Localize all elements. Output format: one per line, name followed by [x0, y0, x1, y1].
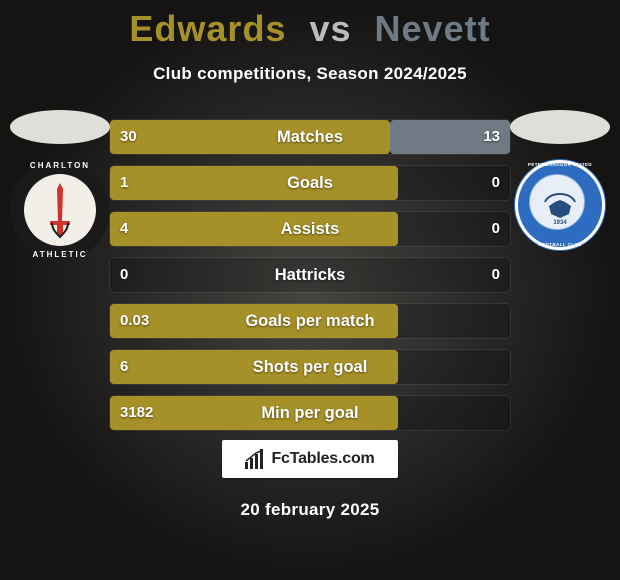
stat-label: Hattricks [110, 258, 510, 292]
stat-row: Assists4 0 [110, 212, 510, 246]
vs-separator: vs [309, 8, 351, 49]
crest-left-ring-bottom: ATHLETIC [10, 250, 110, 259]
stat-label: Min per goal [110, 396, 510, 430]
stat-row: Shots per goal6 [110, 350, 510, 384]
stat-value-right: 0 [482, 212, 510, 246]
player1-badge-column: CHARLTON ATHLETIC [10, 110, 110, 260]
player1-photo-placeholder [10, 110, 110, 144]
stat-label: Goals [110, 166, 510, 200]
stat-value-right: 13 [473, 120, 510, 154]
stat-label: Matches [110, 120, 510, 154]
stat-row: Goals1 0 [110, 166, 510, 200]
player1-club-crest: CHARLTON ATHLETIC [10, 160, 110, 260]
stat-label: Goals per match [110, 304, 510, 338]
stat-value-left: 3182 [110, 396, 163, 430]
subtitle: Club competitions, Season 2024/2025 [0, 64, 620, 84]
comparison-title: Edwards vs Nevett [0, 0, 620, 50]
stat-label: Assists [110, 212, 510, 246]
stat-row: Matches30 13 [110, 120, 510, 154]
stat-value-left: 0 [110, 258, 138, 292]
date-text: 20 february 2025 [0, 500, 620, 520]
player1-name: Edwards [129, 8, 286, 49]
stat-value-right: 0 [482, 166, 510, 200]
stats-container: Matches3013Goals10Assists40Hattricks00Go… [110, 120, 510, 442]
stat-row: Goals per match0.03 [110, 304, 510, 338]
crest-left-ring-top: CHARLTON [10, 161, 110, 170]
peterborough-crest-icon: 1934 [535, 180, 585, 230]
fctables-logo-icon [245, 449, 265, 469]
player2-club-crest: PETERBOROUGH UNITED FOOTBALL CLUB 1934 [515, 160, 605, 250]
watermark-text: FcTables.com [271, 450, 374, 468]
sword-icon [40, 181, 80, 239]
stat-value-left: 6 [110, 350, 138, 384]
stat-value-left: 1 [110, 166, 138, 200]
stat-label: Shots per goal [110, 350, 510, 384]
svg-text:1934: 1934 [553, 220, 567, 226]
player2-badge-column: PETERBOROUGH UNITED FOOTBALL CLUB 1934 [510, 110, 610, 250]
crest-right-ring-top: PETERBOROUGH UNITED [515, 162, 605, 167]
stat-row: Min per goal3182 [110, 396, 510, 430]
player2-photo-placeholder [510, 110, 610, 144]
crest-right-ring-bottom: FOOTBALL CLUB [515, 242, 605, 247]
fctables-watermark: FcTables.com [222, 440, 398, 478]
player2-name: Nevett [375, 8, 491, 49]
stat-row: Hattricks0 0 [110, 258, 510, 292]
stat-value-left: 4 [110, 212, 138, 246]
stat-value-left: 30 [110, 120, 147, 154]
stat-value-right: 0 [482, 258, 510, 292]
stat-value-left: 0.03 [110, 304, 159, 338]
